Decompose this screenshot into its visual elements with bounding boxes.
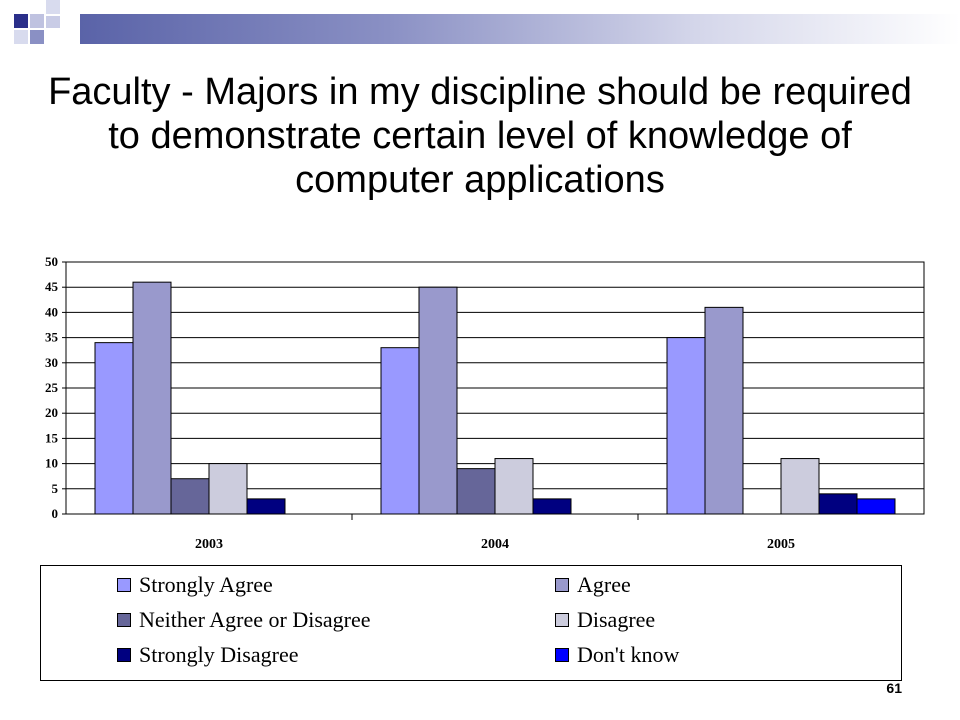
deco-square — [14, 14, 28, 28]
x-tick-label: 2005 — [767, 537, 795, 552]
legend-item: Don't know — [555, 642, 679, 668]
legend-item: Strongly Disagree — [117, 642, 298, 668]
x-tick-label: 2004 — [481, 537, 509, 552]
y-tick-label: 30 — [45, 355, 58, 370]
bar — [456, 468, 496, 515]
page-number: 61 — [886, 680, 902, 696]
bar — [418, 286, 458, 515]
legend-label: Don't know — [577, 642, 680, 667]
legend-swatch — [117, 578, 131, 592]
y-tick-label: 20 — [45, 405, 58, 420]
y-tick-label: 50 — [45, 254, 58, 269]
deco-square — [46, 30, 60, 44]
bar — [780, 458, 820, 515]
y-tick-label: 15 — [45, 430, 59, 445]
y-tick-label: 10 — [45, 456, 58, 471]
chart-legend: Strongly Agree Agree Neither Agree or Disa… — [40, 565, 902, 681]
bar — [380, 347, 420, 515]
legend-label: Agree — [577, 572, 631, 597]
legend-item: Strongly Agree — [117, 572, 273, 598]
deco-square — [30, 14, 44, 28]
bar — [94, 342, 134, 515]
legend-label: Strongly Agree — [139, 572, 273, 597]
y-tick-label: 0 — [52, 506, 59, 521]
deco-square — [46, 0, 60, 14]
y-tick-label: 40 — [45, 304, 58, 319]
logo-squares-decoration — [14, 0, 60, 44]
deco-square — [14, 30, 28, 44]
bar — [666, 337, 706, 515]
y-tick-label: 25 — [45, 380, 59, 395]
bar — [208, 463, 248, 515]
bar — [132, 281, 172, 515]
header-gradient-bar — [80, 14, 960, 44]
y-tick-label: 45 — [45, 279, 59, 294]
legend-item: Agree — [555, 572, 631, 598]
bar — [494, 458, 534, 515]
y-tick-label: 5 — [52, 481, 59, 496]
deco-square — [46, 16, 60, 28]
legend-swatch — [117, 613, 131, 627]
slide-title: Faculty - Majors in my discipline should… — [48, 71, 912, 201]
legend-swatch — [555, 578, 569, 592]
x-tick-label: 2003 — [195, 537, 223, 552]
legend-label: Disagree — [577, 607, 656, 632]
legend-swatch — [555, 648, 569, 662]
legend-item: Neither Agree or Disagree — [117, 607, 371, 633]
bar — [704, 306, 744, 515]
bar — [818, 493, 858, 515]
legend-swatch — [117, 648, 131, 662]
bar — [246, 498, 286, 515]
y-tick-label: 35 — [45, 330, 59, 345]
bar — [170, 478, 210, 515]
bar — [532, 498, 572, 515]
legend-swatch — [555, 613, 569, 627]
bar — [856, 498, 896, 515]
legend-item: Disagree — [555, 607, 655, 633]
legend-label: Neither Agree or Disagree — [139, 607, 371, 632]
legend-label: Strongly Disagree — [139, 642, 299, 667]
deco-square — [30, 30, 44, 44]
bar-chart: 0 5 10 15 20 25 30 35 40 45 50 2003 2004 2005 — [45, 254, 925, 552]
